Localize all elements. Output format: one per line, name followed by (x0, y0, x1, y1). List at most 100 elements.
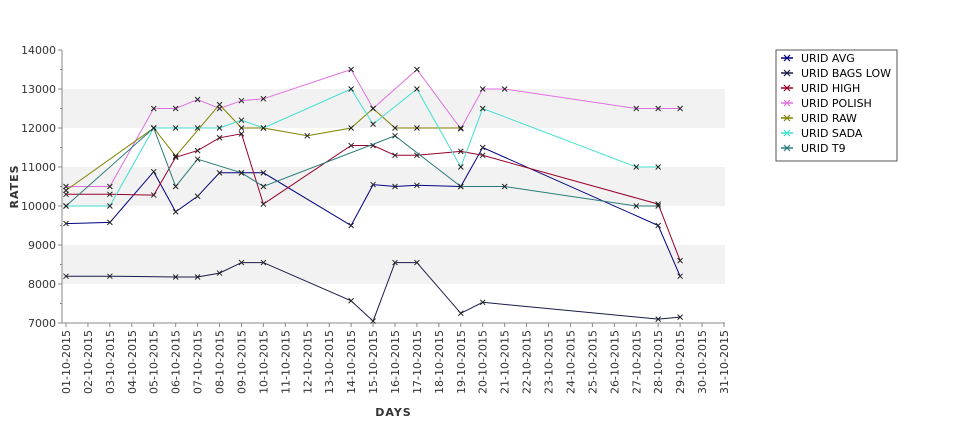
x-tick-label: 06-10-2015 (170, 330, 183, 394)
data-point (677, 257, 683, 264)
x-tick-label: 08-10-2015 (214, 330, 227, 394)
data-point (150, 168, 157, 175)
data-point (414, 259, 420, 266)
data-point (370, 181, 376, 188)
data-point (216, 270, 223, 276)
data-point (479, 105, 486, 112)
data-point (238, 169, 245, 176)
data-point (655, 203, 662, 209)
x-axis-title: DAYS (375, 406, 411, 419)
x-tick-label: 31-10-2015 (718, 330, 731, 394)
data-point (677, 273, 683, 280)
data-point (392, 259, 398, 266)
data-point (392, 152, 398, 159)
x-tick-label: 05-10-2015 (148, 330, 161, 394)
data-point (238, 97, 245, 104)
series-line (65, 103, 461, 191)
legend-label: URID RAW (801, 112, 857, 125)
x-tick-label: 25-10-2015 (586, 330, 599, 394)
x-tick-label: 10-10-2015 (257, 330, 270, 394)
y-tick-label: 12000 (21, 122, 56, 135)
legend-item: URID HIGH (781, 82, 860, 95)
x-tick-label: 19-10-2015 (455, 330, 468, 394)
x-tick-label: 21-10-2015 (499, 330, 512, 394)
data-point (414, 66, 420, 73)
data-point (414, 86, 420, 92)
legend-label: URID BAGS LOW (801, 67, 891, 80)
y-axis: 7000 8000 9000 10000 11000 12000 13000 14000 (21, 44, 62, 330)
data-point (655, 222, 662, 229)
y-tick-label: 13000 (21, 83, 56, 96)
x-tick-label: 27-10-2015 (630, 330, 643, 394)
series-urid-t9 (63, 125, 662, 209)
data-point (348, 297, 354, 304)
x-tick-label: 17-10-2015 (411, 330, 424, 394)
series-line (65, 146, 681, 277)
legend-marker (783, 114, 791, 122)
data-point (677, 105, 683, 112)
legend-label: URID HIGH (801, 82, 860, 95)
data-point (501, 86, 508, 92)
data-point (457, 164, 464, 170)
data-point (150, 125, 157, 131)
legend-item: URID POLISH (781, 97, 872, 110)
data-point (414, 182, 420, 189)
data-point (348, 142, 354, 149)
data-point (172, 153, 179, 159)
data-point (392, 125, 398, 131)
x-tick-label: 01-10-2015 (60, 330, 73, 394)
data-point (238, 117, 245, 124)
data-point (260, 95, 267, 102)
x-tick-label: 29-10-2015 (674, 330, 687, 394)
data-point (457, 310, 464, 317)
x-tick-label: 13-10-2015 (323, 330, 336, 394)
data-point (63, 203, 69, 209)
data-point (216, 134, 223, 141)
data-point (238, 259, 245, 266)
data-point (414, 125, 420, 131)
data-point (172, 105, 179, 112)
data-point (238, 125, 245, 131)
data-point (63, 273, 69, 280)
data-point (370, 105, 376, 112)
data-point (304, 132, 311, 139)
x-tick-label: 20-10-2015 (477, 330, 490, 394)
x-tick-label: 12-10-2015 (301, 330, 314, 394)
x-tick-label: 03-10-2015 (104, 330, 117, 394)
series-urid-raw (63, 101, 464, 194)
series-layer (63, 66, 683, 324)
data-point (633, 164, 640, 170)
data-point (150, 192, 157, 198)
data-point (392, 132, 398, 139)
data-point (348, 125, 354, 131)
legend-label: URID AVG (801, 52, 855, 65)
y-tick-label: 10000 (21, 200, 56, 213)
data-point (677, 314, 683, 321)
x-tick-label: 16-10-2015 (389, 330, 402, 394)
data-point (370, 121, 376, 127)
data-point (150, 105, 157, 112)
x-tick-label: 23-10-2015 (543, 330, 556, 394)
legend-label: URID POLISH (801, 97, 872, 110)
data-point (216, 125, 223, 131)
series-line (66, 133, 681, 261)
data-point (194, 96, 201, 103)
data-point (194, 156, 201, 163)
data-point (194, 147, 201, 154)
legend: URID AVG URID BAGS LOW URID HIGH URID POLIS… (775, 49, 898, 162)
data-point (479, 152, 486, 159)
data-point (216, 101, 223, 108)
data-point (348, 66, 354, 73)
data-point (260, 169, 267, 176)
data-point (655, 316, 662, 322)
data-point (172, 183, 179, 190)
data-point (107, 183, 113, 190)
legend-item: URID SADA (781, 127, 863, 140)
data-point (392, 183, 398, 190)
data-point (655, 105, 662, 112)
legend-item: URID T9 (781, 142, 846, 155)
data-point (216, 169, 223, 176)
y-tick-label: 8000 (28, 278, 56, 291)
y-tick-label: 11000 (21, 161, 56, 174)
